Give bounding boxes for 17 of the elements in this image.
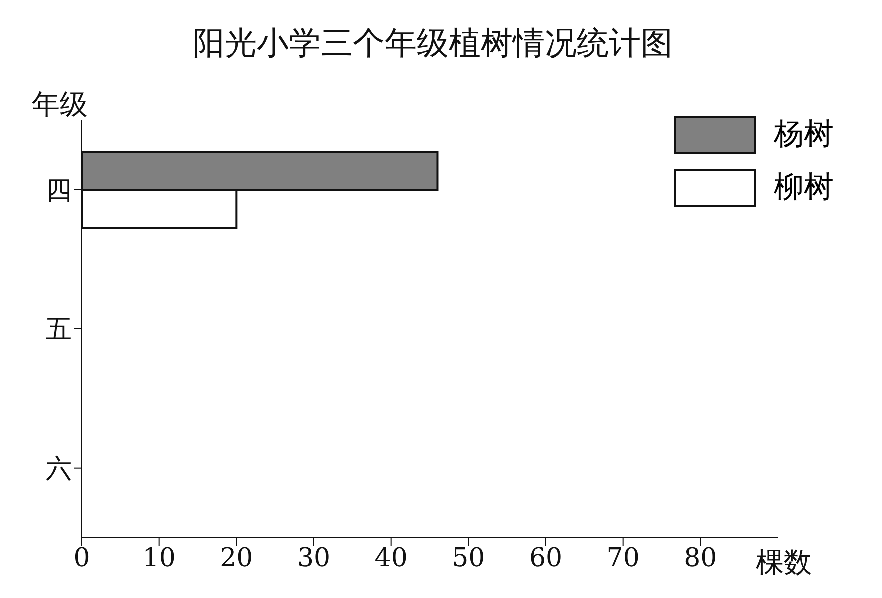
y-tick-label: 六 [46, 454, 72, 485]
legend-label: 杨树 [774, 116, 834, 154]
x-tick-label: 10 [142, 543, 176, 574]
x-tick-label: 20 [220, 543, 254, 574]
x-axis-title: 棵数 [756, 545, 812, 581]
x-tick-label: 0 [74, 543, 90, 574]
x-tick-label: 70 [606, 543, 640, 574]
x-tick-label: 30 [297, 543, 331, 574]
x-tick-label: 50 [452, 543, 486, 574]
y-tick-label: 五 [46, 315, 72, 346]
x-tick-label: 40 [374, 543, 408, 574]
x-tick-label: 80 [684, 543, 718, 574]
legend-label: 柳树 [774, 169, 834, 207]
y-axis-title: 年级 [32, 87, 88, 123]
chart-title: 阳光小学三个年级植树情况统计图 [192, 23, 674, 64]
x-tick-label: 60 [529, 543, 563, 574]
y-tick-label: 四 [46, 176, 72, 206]
